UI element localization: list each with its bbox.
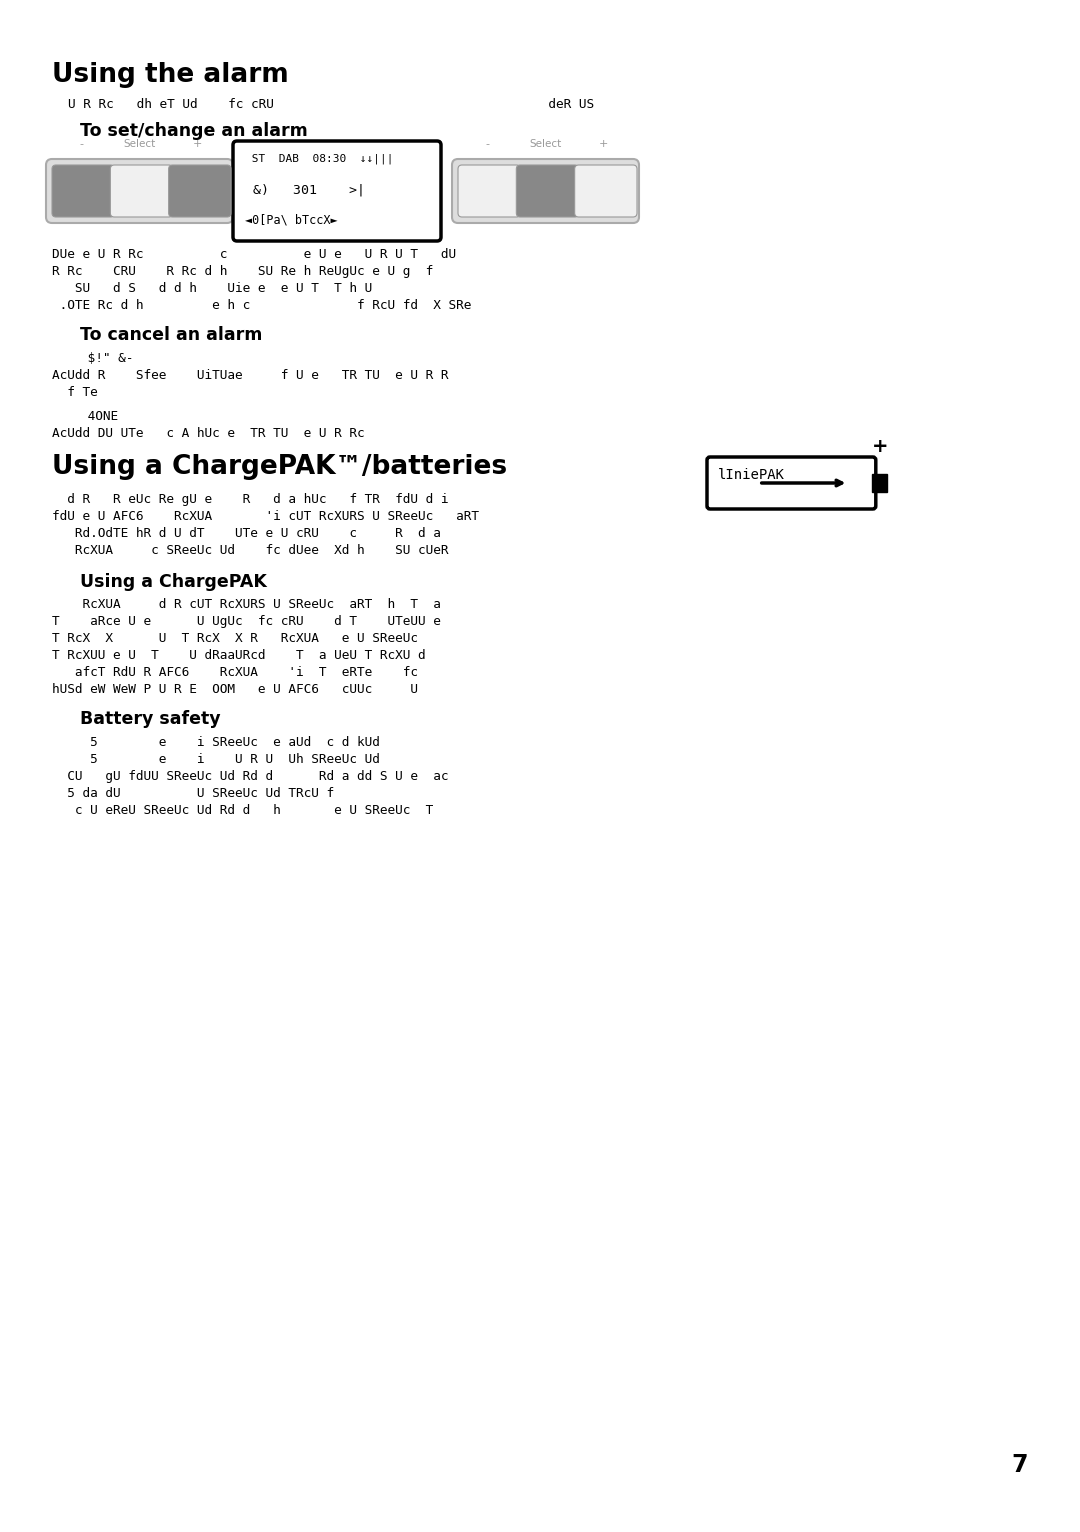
FancyBboxPatch shape bbox=[168, 165, 231, 218]
Text: T RcXUU e U  T    U dRaaURcd    T  a UeU T RcXU d: T RcXUU e U T U dRaaURcd T a UeU T RcXU … bbox=[52, 650, 426, 662]
Text: fdU e U AFC6    RcXUA       'i cUT RcXURS U SReeUc   aRT: fdU e U AFC6 RcXUA 'i cUT RcXURS U SReeU… bbox=[52, 510, 480, 522]
Text: ST  DAB  08:30  ↓↓|||: ST DAB 08:30 ↓↓||| bbox=[245, 153, 393, 164]
Text: 4ONE: 4ONE bbox=[80, 411, 118, 423]
FancyBboxPatch shape bbox=[458, 165, 521, 218]
Text: DUe e U R Rc          c          e U e   U R U T   dU: DUe e U R Rc c e U e U R U T dU bbox=[52, 248, 456, 260]
Text: $!" &-: $!" &- bbox=[80, 352, 133, 365]
Text: -: - bbox=[80, 139, 84, 149]
Text: Rd.OdTE hR d U dT    UTe e U cRU    c     R  d a: Rd.OdTE hR d U dT UTe e U cRU c R d a bbox=[52, 527, 441, 539]
Bar bbox=[872, 473, 887, 492]
Text: T    aRce U e      U UgUc  fc cRU    d T    UTeUU e: T aRce U e U UgUc fc cRU d T UTeUU e bbox=[52, 614, 441, 628]
Text: T RcX  X      U  T RcX  X R   RcXUA   e U SReeUc: T RcX X U T RcX X R RcXUA e U SReeUc bbox=[52, 633, 418, 645]
Text: c U eReU SReeUc Ud Rd d   h       e U SReeUc  T: c U eReU SReeUc Ud Rd d h e U SReeUc T bbox=[52, 804, 433, 817]
Text: +: + bbox=[192, 139, 202, 149]
Text: Select: Select bbox=[529, 139, 562, 149]
FancyBboxPatch shape bbox=[575, 165, 637, 218]
Text: Using a ChargePAK: Using a ChargePAK bbox=[80, 573, 267, 591]
FancyBboxPatch shape bbox=[52, 165, 114, 218]
Text: AcUdd DU UTe   c A hUc e  TR TU  e U R Rc: AcUdd DU UTe c A hUc e TR TU e U R Rc bbox=[52, 427, 365, 440]
Text: f Te: f Te bbox=[52, 386, 98, 398]
Text: ◄0[Pa\ bTccX►: ◄0[Pa\ bTccX► bbox=[245, 214, 338, 227]
Text: To cancel an alarm: To cancel an alarm bbox=[80, 326, 262, 345]
Text: U R Rc   dh eT Ud    fc cRU                                    deR US: U R Rc dh eT Ud fc cRU deR US bbox=[68, 98, 594, 110]
FancyBboxPatch shape bbox=[516, 165, 579, 218]
Text: To set/change an alarm: To set/change an alarm bbox=[80, 123, 308, 139]
Text: afcT RdU R AFC6    RcXUA    'i  T  eRTe    fc: afcT RdU R AFC6 RcXUA 'i T eRTe fc bbox=[52, 666, 418, 679]
Text: AcUdd R    Sfee    UiTUae     f U e   TR TU  e U R R: AcUdd R Sfee UiTUae f U e TR TU e U R R bbox=[52, 369, 448, 381]
FancyBboxPatch shape bbox=[707, 457, 876, 509]
FancyBboxPatch shape bbox=[453, 159, 639, 224]
Text: RcXUA     c SReeUc Ud    fc dUee  Xd h    SU cUeR: RcXUA c SReeUc Ud fc dUee Xd h SU cUeR bbox=[52, 544, 448, 558]
Text: hUSd eW WeW P U R E  OOM   e U AFC6   cUUc     U: hUSd eW WeW P U R E OOM e U AFC6 cUUc U bbox=[52, 683, 418, 696]
Text: Select: Select bbox=[123, 139, 156, 149]
Text: R Rc    CRU    R Rc d h    SU Re h ReUgUc e U g  f: R Rc CRU R Rc d h SU Re h ReUgUc e U g f bbox=[52, 265, 433, 277]
Text: +: + bbox=[598, 139, 608, 149]
Text: CU   gU fdUU SReeUc Ud Rd d      Rd a dd S U e  ac: CU gU fdUU SReeUc Ud Rd d Rd a dd S U e … bbox=[52, 771, 448, 783]
Text: 7: 7 bbox=[1012, 1452, 1028, 1477]
Text: .OTE Rc d h         e h c              f RcU fd  X SRe: .OTE Rc d h e h c f RcU fd X SRe bbox=[52, 299, 471, 313]
Text: Battery safety: Battery safety bbox=[80, 709, 220, 728]
Text: +: + bbox=[872, 437, 889, 457]
Text: 5 da dU          U SReeUc Ud TRcU f: 5 da dU U SReeUc Ud TRcU f bbox=[52, 787, 334, 800]
Text: lIniePAK: lIniePAK bbox=[718, 469, 785, 483]
Text: SU   d S   d d h    Uie e  e U T  T h U: SU d S d d h Uie e e U T T h U bbox=[52, 282, 373, 296]
Text: 5        e    i    U R U  Uh SReeUc Ud: 5 e i U R U Uh SReeUc Ud bbox=[52, 754, 380, 766]
Text: -: - bbox=[486, 139, 489, 149]
Text: &)   301    >|: &) 301 >| bbox=[245, 184, 365, 196]
Text: Using a ChargePAK™/batteries: Using a ChargePAK™/batteries bbox=[52, 453, 508, 480]
Text: RcXUA     d R cUT RcXURS U SReeUc  aRT  h  T  a: RcXUA d R cUT RcXURS U SReeUc aRT h T a bbox=[52, 597, 441, 611]
FancyBboxPatch shape bbox=[110, 165, 173, 218]
FancyBboxPatch shape bbox=[233, 141, 441, 241]
FancyBboxPatch shape bbox=[46, 159, 233, 224]
Text: d R   R eUc Re gU e    R   d a hUc   f TR  fdU d i: d R R eUc Re gU e R d a hUc f TR fdU d i bbox=[52, 493, 448, 506]
Text: 5        e    i SReeUc  e aUd  c d kUd: 5 e i SReeUc e aUd c d kUd bbox=[52, 735, 380, 749]
Text: Using the alarm: Using the alarm bbox=[52, 61, 288, 87]
